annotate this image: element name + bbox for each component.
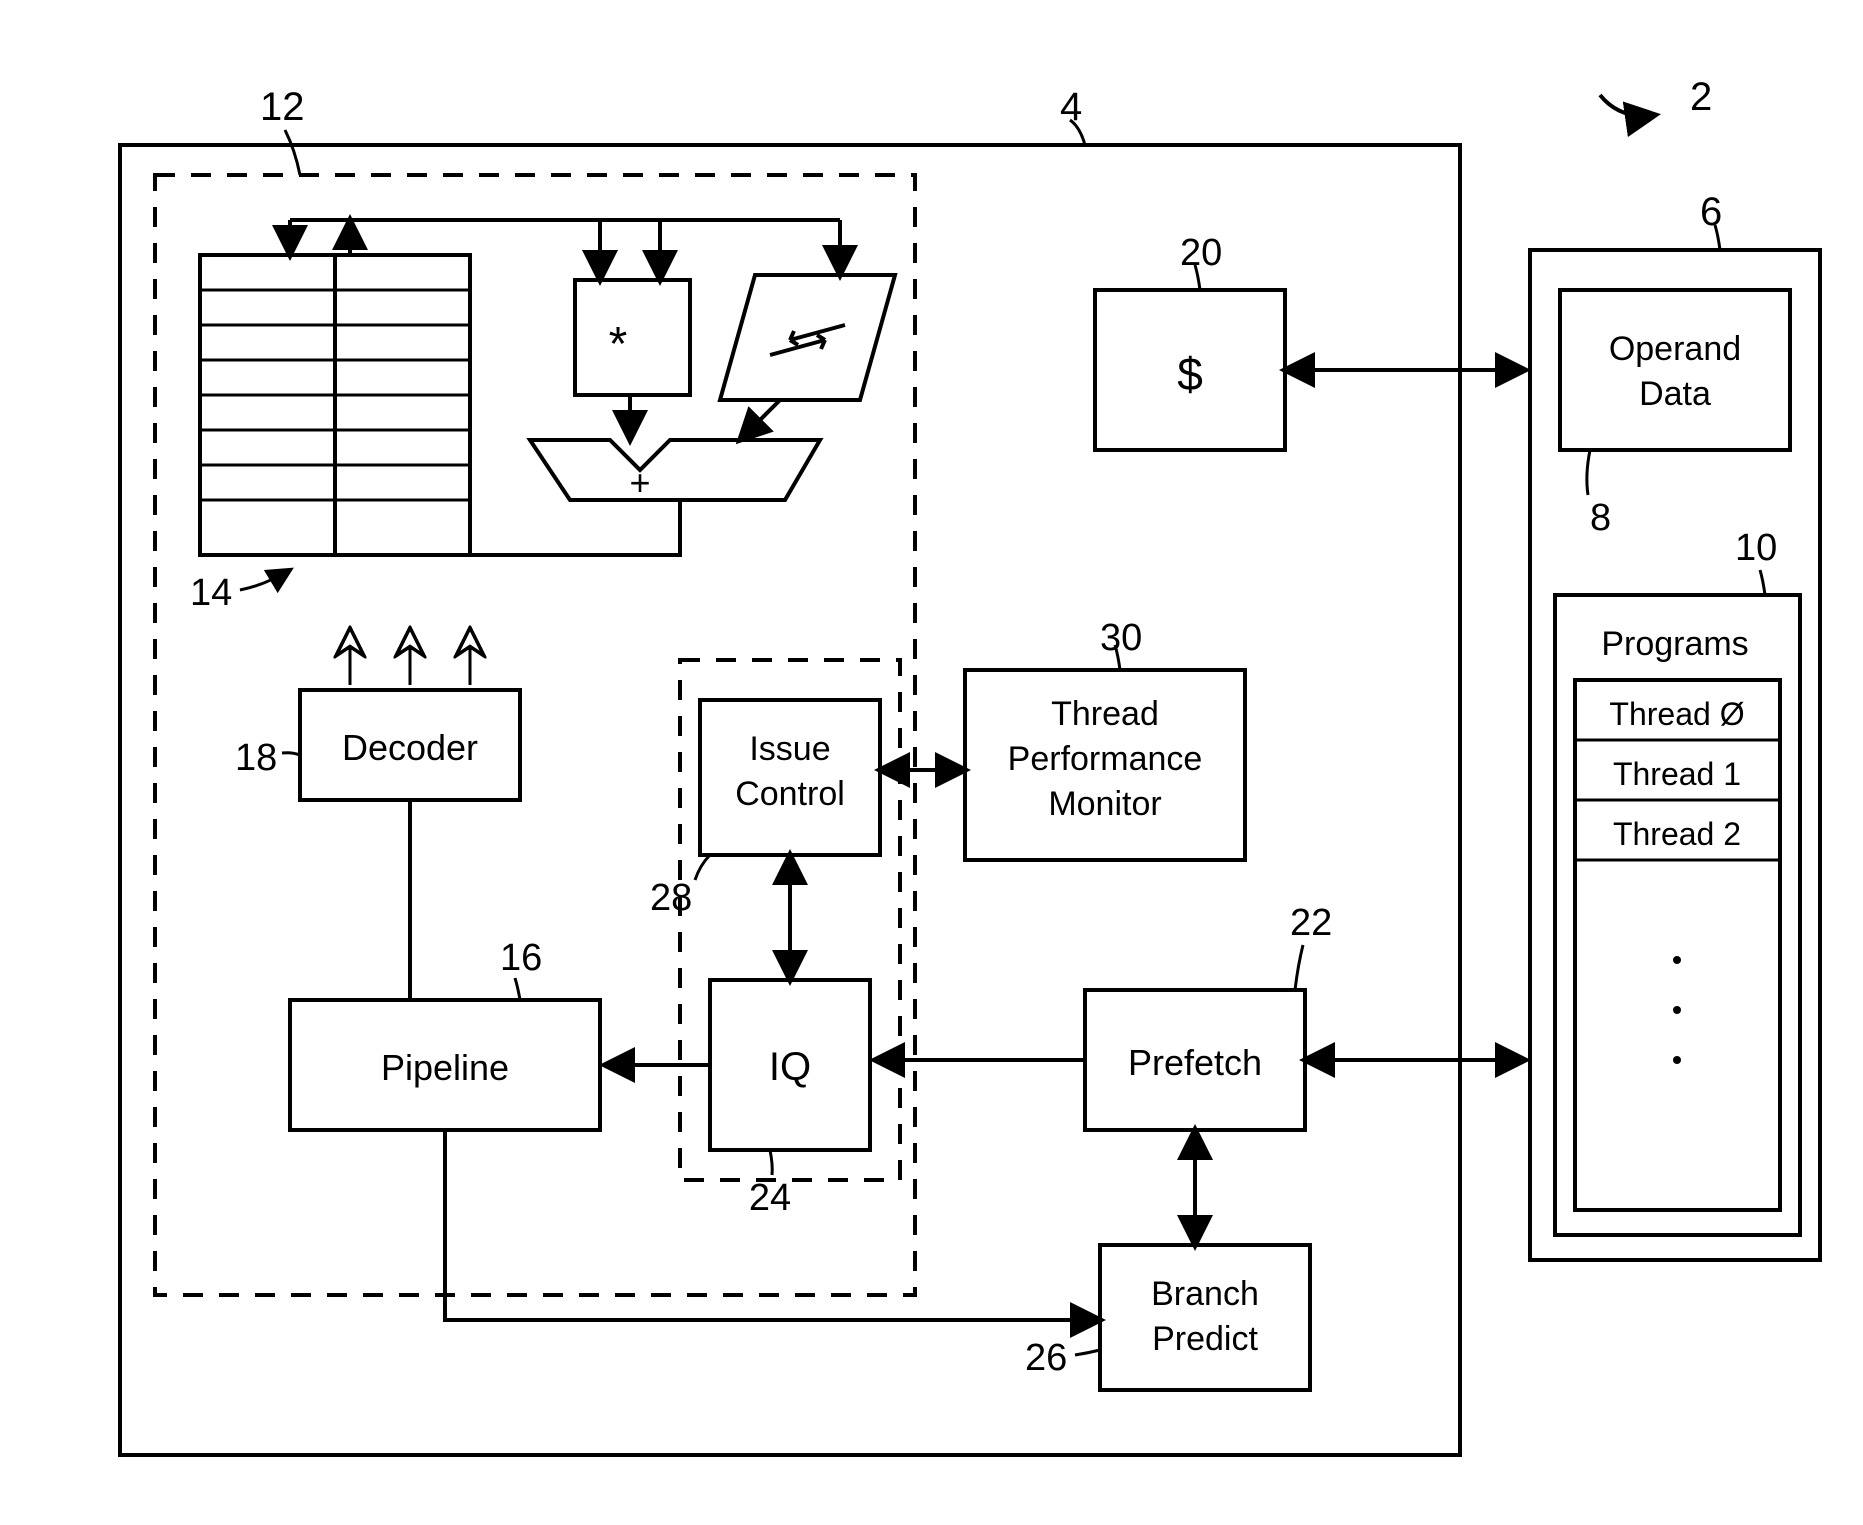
thread2-label: Thread 2 xyxy=(1613,816,1741,852)
tpm-label2: Performance xyxy=(1008,740,1203,778)
prefetch-label: Prefetch xyxy=(1128,1042,1262,1083)
tpm-label1: Thread xyxy=(1051,695,1159,733)
operand-label2: Data xyxy=(1639,375,1711,413)
thread0-label: Thread Ø xyxy=(1609,696,1744,732)
ref-16: 16 xyxy=(500,937,542,979)
branch-label1: Branch xyxy=(1151,1275,1259,1313)
ref-6: 6 xyxy=(1700,190,1722,234)
tpm-label3: Monitor xyxy=(1048,785,1161,823)
ref-18: 18 xyxy=(235,737,277,779)
cache-label: $ xyxy=(1177,348,1203,400)
issue-control-label2: Control xyxy=(735,775,845,813)
ref-2-mark xyxy=(1600,95,1655,116)
thread1-label: Thread 1 xyxy=(1613,756,1741,792)
dots-2 xyxy=(1673,1006,1681,1014)
adder-label: + xyxy=(629,462,650,503)
ref-10: 10 xyxy=(1735,527,1777,569)
ref-8: 8 xyxy=(1590,497,1611,539)
branch-block xyxy=(1100,1245,1310,1390)
ref-26: 26 xyxy=(1025,1337,1067,1379)
branch-label2: Predict xyxy=(1152,1320,1258,1358)
multiplier-label: * xyxy=(609,318,628,371)
issue-control-label: Issue xyxy=(749,730,830,768)
operand-block xyxy=(1560,290,1790,450)
pipeline-label: Pipeline xyxy=(381,1047,509,1088)
multiplier-block xyxy=(575,280,690,395)
ref-14: 14 xyxy=(190,572,232,614)
adder-block xyxy=(530,440,820,500)
ref-30: 30 xyxy=(1100,617,1142,659)
ref-28: 28 xyxy=(650,877,692,919)
iq-label: IQ xyxy=(769,1045,811,1089)
dots-3 xyxy=(1673,1056,1681,1064)
operand-label1: Operand xyxy=(1609,330,1741,368)
decoder-label: Decoder xyxy=(342,727,478,768)
programs-title: Programs xyxy=(1601,625,1748,663)
register-file xyxy=(200,255,470,555)
ref-24: 24 xyxy=(749,1177,791,1219)
ref-2: 2 xyxy=(1690,75,1712,119)
ref-12: 12 xyxy=(260,85,305,129)
ref-22: 22 xyxy=(1290,902,1332,944)
ref-20: 20 xyxy=(1180,232,1222,274)
dots-1 xyxy=(1673,956,1681,964)
